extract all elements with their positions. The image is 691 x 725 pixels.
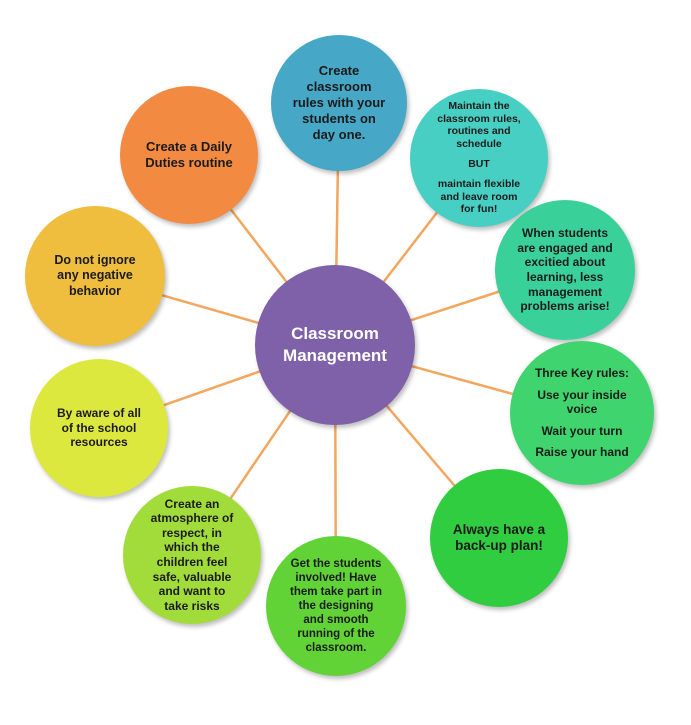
node-text-line: classroom. <box>305 642 367 655</box>
node-text-line: atmosphere of <box>150 511 234 526</box>
node-text-line: back-up plan! <box>455 538 543 553</box>
center-node-classroom-management: Classroom Management <box>255 265 415 425</box>
node-text-line: Raise your hand <box>535 445 629 460</box>
node-text-line: them take part in <box>289 585 383 598</box>
node-text-line: take risks <box>164 598 220 613</box>
node-text-line: Management <box>283 346 387 365</box>
node-text-line: day one. <box>312 126 366 142</box>
node-text-line: any negative <box>57 268 133 283</box>
node-text-line: behavior <box>68 283 122 298</box>
node-text-line: classroom rules, <box>437 112 521 125</box>
node-text-line: Create <box>318 63 360 79</box>
node-get-students-involved: Get the students involved! Have them take … <box>266 536 406 676</box>
node-text-line: Use your inside <box>537 387 627 402</box>
node-text-line: respect, in <box>161 525 223 540</box>
node-maintain-rules: Maintain the classroom rules, routines and… <box>410 89 548 227</box>
connector-daily-duties <box>227 205 290 286</box>
node-text-line: children feel <box>156 555 228 569</box>
node-text-line: schedule <box>456 138 502 151</box>
node-text-line: and smooth <box>303 614 369 626</box>
node-text-line: Create a Daily <box>146 139 232 155</box>
node-text-line: Get the students <box>290 557 382 570</box>
node-negative-behavior: Do not ignore any negative behavior <box>25 206 165 346</box>
node-text-line: When students <box>522 226 608 241</box>
node-text-line: and want to <box>158 584 226 599</box>
node-text-line: are engaged and <box>517 240 613 255</box>
connector-three-key-rules <box>407 363 517 397</box>
node-daily-duties: Create a Daily Duties routine <box>120 86 258 224</box>
node-text-line: voice <box>566 402 598 417</box>
node-text-line: BUT <box>468 158 490 170</box>
node-text-line: students on <box>302 110 376 126</box>
node-text-line: Always have a <box>452 521 546 537</box>
node-text-line: routines and <box>447 125 511 138</box>
node-text-line: Classroom <box>291 323 379 343</box>
node-text-line: learning, less <box>526 270 604 284</box>
connector-atmosphere-of-respect <box>227 407 294 503</box>
node-text-line: which the <box>164 540 220 555</box>
node-text-line: Three Key rules: <box>534 365 630 380</box>
node-text-line: the designing <box>298 599 374 612</box>
node-students-engaged: When students are engaged and excitied abo… <box>495 200 635 340</box>
node-text-line: Wait your turn <box>541 423 623 438</box>
node-text-line: Duties routine <box>145 155 233 170</box>
node-text-line: rules with your <box>292 95 386 111</box>
node-text-line: maintain flexible <box>437 177 521 190</box>
node-text-line: resources <box>70 435 128 450</box>
node-atmosphere-of-respect: Create an atmosphere of respect, in which t… <box>123 486 261 624</box>
node-text-line: involved! Have <box>295 571 377 584</box>
node-text-line: for fun! <box>460 203 498 216</box>
connector-school-resources <box>159 369 264 408</box>
node-text-line: safe, valuable <box>152 569 232 584</box>
node-create-classroom-rules: Create classroom rules with your students o… <box>271 35 407 171</box>
node-text-line: classroom <box>306 79 372 95</box>
node-text-line: excitied about <box>524 255 606 270</box>
node-text-line: Do not ignore <box>54 253 136 268</box>
connector-students-engaged <box>406 289 503 323</box>
node-text-line: running of the <box>297 628 375 641</box>
node-text-line: and leave room <box>440 190 518 203</box>
node-back-up-plan: Always have a back-up plan! <box>430 469 568 607</box>
connector-create-classroom-rules <box>335 166 340 270</box>
connector-maintain-rules <box>380 208 441 286</box>
node-text-line: By aware of all <box>56 406 142 421</box>
connector-negative-behavior <box>158 292 263 326</box>
node-text-line: Create an <box>164 496 220 511</box>
node-school-resources: By aware of all of the school resources <box>30 359 168 497</box>
node-text-line: of the school <box>61 420 137 435</box>
node-three-key-rules: Three Key rules: Use your inside voice Wait… <box>510 341 654 485</box>
node-text-line: problems arise! <box>520 299 610 314</box>
node-text-line: management <box>527 284 603 299</box>
node-text-line: Maintain the <box>448 99 510 112</box>
connector-back-up-plan <box>383 402 458 490</box>
